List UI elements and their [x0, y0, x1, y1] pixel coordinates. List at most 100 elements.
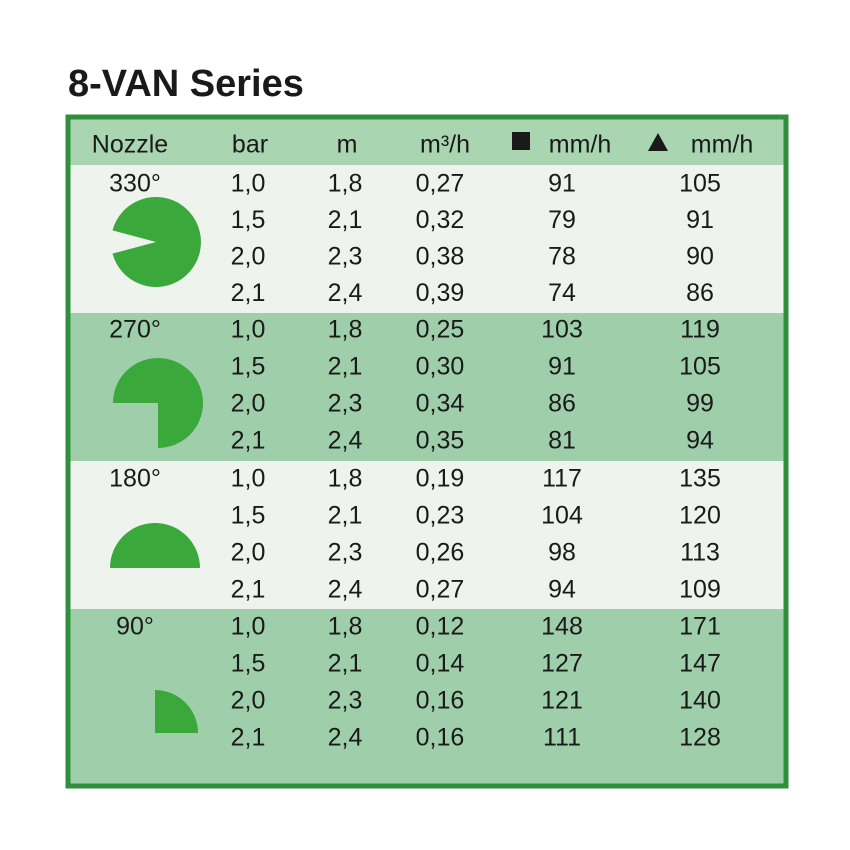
column-header: Nozzle — [92, 131, 168, 159]
cell: 1,8 — [328, 316, 363, 344]
cell: 86 — [548, 390, 576, 418]
cell: 119 — [680, 316, 720, 344]
cell: 2,1 — [328, 502, 363, 530]
cell: 0,34 — [416, 390, 465, 418]
cell: 2,4 — [328, 279, 363, 307]
cell: 109 — [679, 576, 721, 604]
column-header: mm/h — [549, 131, 612, 159]
cell: 86 — [686, 279, 714, 307]
cell: 2,1 — [328, 353, 363, 381]
group-band — [68, 461, 786, 609]
cell: 117 — [542, 465, 582, 493]
square-icon — [512, 132, 530, 150]
cell: 105 — [679, 353, 721, 381]
column-header: bar — [232, 131, 268, 159]
cell: 0,39 — [416, 279, 465, 307]
column-header: m — [337, 131, 358, 159]
cell: 1,0 — [231, 170, 266, 198]
cell: 91 — [548, 170, 576, 198]
cell: 2,1 — [328, 206, 363, 234]
nozzle-180-icon — [110, 523, 200, 568]
cell: 2,4 — [328, 427, 363, 455]
cell: 0,16 — [416, 687, 465, 715]
column-header: mm/h — [691, 131, 754, 159]
cell: 2,3 — [328, 243, 363, 271]
cell: 1,5 — [231, 650, 266, 678]
cell: 1,0 — [231, 316, 266, 344]
cell: 171 — [679, 613, 721, 641]
cell: 2,3 — [328, 539, 363, 567]
cell: 0,27 — [416, 170, 465, 198]
triangle-icon — [648, 133, 668, 151]
cell: 98 — [548, 539, 576, 567]
cell: 0,25 — [416, 316, 465, 344]
header-band — [68, 117, 786, 165]
cell: 2,0 — [231, 539, 266, 567]
cell: 0,26 — [416, 539, 465, 567]
cell: 1,0 — [231, 465, 266, 493]
cell: 1,8 — [328, 613, 363, 641]
cell: 78 — [548, 243, 576, 271]
cell: 0,38 — [416, 243, 465, 271]
cell: 0,19 — [416, 465, 465, 493]
cell: 1,5 — [231, 502, 266, 530]
cell: 2,1 — [231, 724, 266, 752]
cell: 0,32 — [416, 206, 465, 234]
cell: 0,23 — [416, 502, 465, 530]
cell: 2,4 — [328, 576, 363, 604]
cell: 140 — [679, 687, 721, 715]
cell: 103 — [541, 316, 583, 344]
cell: 0,30 — [416, 353, 465, 381]
cell: 105 — [679, 170, 721, 198]
cell: 1,5 — [231, 353, 266, 381]
cell: 0,14 — [416, 650, 465, 678]
nozzle-90-icon — [155, 690, 198, 733]
cell: 2,1 — [328, 650, 363, 678]
cell: 2,0 — [231, 243, 266, 271]
cell: 94 — [548, 576, 576, 604]
column-header: m³/h — [420, 131, 470, 159]
table-frame — [65, 114, 789, 789]
cell: 128 — [679, 724, 721, 752]
nozzle-label: 90° — [116, 613, 154, 641]
page-title: 8-VAN Series — [68, 63, 304, 105]
cell: 0,16 — [416, 724, 465, 752]
cell: 1,8 — [328, 170, 363, 198]
cell: 0,12 — [416, 613, 465, 641]
cell: 91 — [686, 206, 714, 234]
nozzle-270-icon — [113, 358, 203, 448]
cell: 2,3 — [328, 390, 363, 418]
cell: 94 — [686, 427, 714, 455]
cell: 2,1 — [231, 576, 266, 604]
cell: 1,0 — [231, 613, 266, 641]
cell: 127 — [541, 650, 583, 678]
nozzle-label: 180° — [109, 465, 161, 493]
cell: 111 — [543, 724, 581, 752]
cell: 113 — [680, 539, 720, 567]
nozzle-330-icon — [112, 197, 201, 288]
cell: 2,4 — [328, 724, 363, 752]
cell: 0,27 — [416, 576, 465, 604]
cell: 135 — [679, 465, 721, 493]
cell: 79 — [548, 206, 576, 234]
cell: 2,1 — [231, 279, 266, 307]
group-band — [68, 609, 786, 786]
cell: 99 — [686, 390, 714, 418]
nozzle-label: 270° — [109, 316, 161, 344]
cell: 148 — [541, 613, 583, 641]
cell: 2,1 — [231, 427, 266, 455]
cell: 81 — [548, 427, 576, 455]
cell: 2,0 — [231, 390, 266, 418]
cell: 121 — [541, 687, 583, 715]
cell: 0,35 — [416, 427, 465, 455]
cell: 147 — [679, 650, 721, 678]
cell: 120 — [679, 502, 721, 530]
nozzle-label: 330° — [109, 170, 161, 198]
cell: 2,0 — [231, 687, 266, 715]
cell: 1,8 — [328, 465, 363, 493]
cell: 2,3 — [328, 687, 363, 715]
cell: 74 — [548, 279, 576, 307]
cell: 91 — [548, 353, 576, 381]
cell: 104 — [541, 502, 583, 530]
